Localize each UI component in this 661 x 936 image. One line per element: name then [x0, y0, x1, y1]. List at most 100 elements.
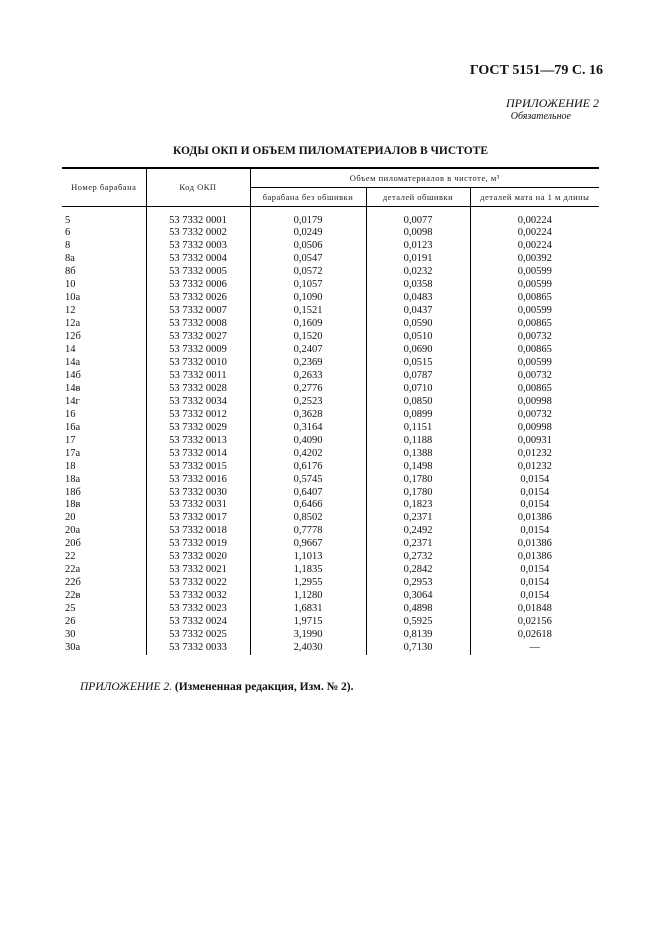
- cell-drum-number: 5: [65, 214, 71, 226]
- table-row: 6 53 7332 0002 0,0249 0,0098 0,00224: [62, 227, 600, 241]
- cell-okp-code: 53 7332 0032: [145, 590, 250, 604]
- cell-mat-volume: 0,01848: [469, 603, 600, 617]
- table-row: 17 53 7332 0013 0,4090 0,1188 0,00931: [62, 434, 600, 448]
- cell-drum-number: 16: [65, 408, 76, 420]
- cell-drum-number: 22а: [65, 564, 81, 576]
- cell-cover-volume: 0,0358: [365, 279, 470, 293]
- cell-drum-volume: 1,6831: [249, 603, 366, 617]
- cell-drum-volume: 0,2633: [249, 369, 366, 383]
- cell-drum-number: 22б: [65, 577, 81, 589]
- cell-cover-volume: 0,2842: [365, 564, 470, 578]
- cell-cover-volume: 0,0123: [365, 240, 470, 254]
- cell-mat-volume: 0,00599: [469, 266, 600, 280]
- cell-mat-volume: 0,0154: [469, 577, 600, 591]
- cell-drum-volume: 0,3628: [249, 408, 366, 422]
- cell-okp-code: 53 7332 0027: [145, 331, 250, 345]
- table-row: 22а 53 7332 0021 1,1835 0,2842 0,0154: [62, 564, 600, 578]
- header-drum-number: Номер барабана: [62, 169, 146, 207]
- table-row: 18б 53 7332 0030 0,6407 0,1780 0,0154: [62, 486, 600, 500]
- cell-mat-volume: 0,00865: [469, 318, 600, 332]
- cell-drum-volume: 2,4030: [249, 641, 366, 655]
- cell-drum-number: 22в: [65, 590, 81, 602]
- cell-mat-volume: 0,02156: [469, 616, 600, 629]
- cell-drum-number: 26: [65, 616, 76, 628]
- cell-drum-volume: 1,1280: [249, 590, 366, 604]
- cell-cover-volume: 0,1388: [365, 447, 470, 461]
- cell-mat-volume: 0,00865: [469, 344, 600, 357]
- cell-drum-volume: 0,6466: [249, 499, 366, 513]
- cell-mat-volume: 0,01386: [469, 512, 600, 526]
- cell-drum-number: 12а: [65, 318, 81, 330]
- cell-cover-volume: 0,0787: [365, 369, 470, 383]
- cell-okp-code: 53 7332 0016: [145, 473, 250, 487]
- cell-cover-volume: 0,0590: [365, 318, 470, 332]
- cell-cover-volume: 0,0850: [365, 395, 470, 409]
- cell-drum-number: 6: [65, 227, 71, 239]
- cell-drum-volume: 1,1013: [249, 551, 366, 565]
- cell-cover-volume: 0,1498: [365, 460, 470, 474]
- cell-drum-number: 17: [65, 434, 76, 446]
- cell-mat-volume: 0,00599: [469, 305, 600, 319]
- table-row: 5 53 7332 0001 0,0179 0,0077 0,00224: [62, 206, 600, 228]
- cell-drum-volume: 0,2407: [249, 344, 366, 357]
- cell-okp-code: 53 7332 0029: [145, 421, 250, 435]
- cell-drum-volume: 3,1990: [249, 629, 366, 642]
- cell-okp-code: 53 7332 0011: [145, 369, 250, 383]
- cell-mat-volume: 0,00931: [469, 434, 600, 448]
- cell-okp-code: 53 7332 0017: [145, 512, 250, 526]
- table-row: 14 53 7332 0009 0,2407 0,0690 0,00865: [62, 344, 600, 357]
- cell-drum-number: 14: [65, 344, 76, 356]
- cell-mat-volume: 0,00998: [469, 421, 600, 435]
- cell-okp-code: 53 7332 0034: [145, 395, 250, 409]
- cell-okp-code: 53 7332 0004: [145, 253, 250, 267]
- table-row: 20 53 7332 0017 0,8502 0,2371 0,01386: [62, 512, 600, 526]
- table-row: 8 53 7332 0003 0,0506 0,0123 0,00224: [62, 240, 600, 254]
- cell-drum-number: 8а: [65, 253, 75, 265]
- table-row: 8б 53 7332 0005 0,0572 0,0232 0,00599: [62, 266, 600, 280]
- cell-okp-code: 53 7332 0021: [145, 564, 250, 578]
- cell-cover-volume: 0,0710: [365, 382, 470, 396]
- cell-drum-number: 12: [65, 305, 76, 317]
- cell-drum-number: 22: [65, 551, 76, 563]
- cell-cover-volume: 0,0191: [365, 253, 470, 267]
- table-row: 20б 53 7332 0019 0,9667 0,2371 0,01386: [62, 538, 600, 552]
- footer-italic: ПРИЛОЖЕНИЕ 2.: [80, 681, 172, 693]
- cell-okp-code: 53 7332 0024: [145, 616, 250, 629]
- appendix-label: ПРИЛОЖЕНИЕ 2: [506, 96, 599, 110]
- cell-okp-code: 53 7332 0030: [145, 486, 250, 500]
- cell-cover-volume: 0,2371: [365, 538, 470, 552]
- cell-drum-volume: 0,9667: [249, 538, 366, 552]
- table-row: 20а 53 7332 0018 0,7778 0,2492 0,0154: [62, 525, 600, 539]
- cell-mat-volume: 0,01232: [469, 460, 600, 474]
- cell-drum-number: 20б: [65, 538, 81, 550]
- table-row: 30а 53 7332 0033 2,4030 0,7130—: [62, 641, 600, 655]
- cell-okp-code: 53 7332 0010: [145, 356, 250, 370]
- cell-mat-volume: 0,02618: [469, 629, 600, 642]
- cell-drum-volume: 0,0249: [249, 227, 366, 241]
- table-row: 18в 53 7332 0031 0,6466 0,1823 0,0154: [62, 499, 600, 513]
- cell-cover-volume: 0,7130: [365, 641, 470, 655]
- cell-cover-volume: 0,2371: [365, 512, 470, 526]
- cell-cover-volume: 0,4898: [365, 603, 470, 617]
- table-row: 22б 53 7332 0022 1,2955 0,2953 0,0154: [62, 577, 600, 591]
- cell-drum-volume: 0,6176: [249, 460, 366, 474]
- cell-drum-volume: 0,0547: [249, 253, 366, 267]
- cell-cover-volume: 0,0690: [365, 344, 470, 357]
- okp-table: Номер барабана Код ОКП Объем пиломатериа…: [62, 167, 600, 655]
- cell-cover-volume: 0,1188: [365, 434, 470, 448]
- cell-mat-volume: 0,0154: [469, 590, 600, 604]
- cell-drum-volume: 0,1521: [249, 305, 366, 319]
- cell-cover-volume: 0,2953: [365, 577, 470, 591]
- cell-cover-volume: 0,1151: [365, 421, 470, 435]
- cell-okp-code: 53 7332 0026: [145, 292, 250, 306]
- cell-okp-code: 53 7332 0019: [145, 538, 250, 552]
- mandatory-label: Обязательное: [510, 111, 571, 122]
- cell-drum-volume: 0,4202: [249, 447, 366, 461]
- cell-okp-code: 53 7332 0014: [145, 447, 250, 461]
- cell-mat-volume: 0,00392: [469, 253, 600, 267]
- cell-drum-number: 14б: [65, 369, 81, 381]
- cell-drum-number: 18б: [65, 486, 81, 498]
- cell-drum-number: 18в: [65, 499, 81, 511]
- cell-drum-number: 25: [65, 603, 76, 615]
- cell-drum-volume: 0,2523: [249, 395, 366, 409]
